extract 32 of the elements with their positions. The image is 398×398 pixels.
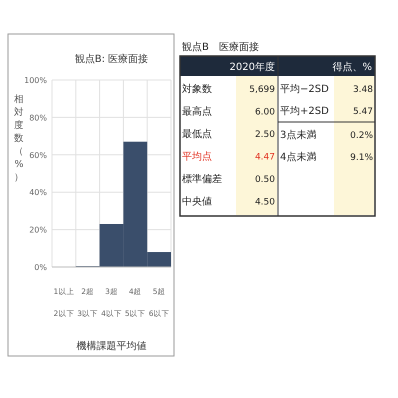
text: 4.47 — [254, 152, 275, 162]
text: 9.1% — [350, 153, 374, 163]
text: 標準偏差 — [182, 173, 222, 185]
text: 5.47 — [352, 107, 373, 117]
text: 中央値 — [182, 196, 212, 208]
y-tick-label: 40% — [29, 188, 48, 198]
text: 5,699 — [249, 85, 276, 95]
text: 最高点 — [182, 106, 212, 118]
text: 平均+2SD — [280, 105, 330, 117]
text: 6.00 — [254, 108, 276, 118]
text: 観点B 医療面接 — [182, 41, 259, 53]
text: 2.50 — [254, 130, 276, 140]
text: 平均−2SD — [280, 83, 330, 95]
y-tick-label: 80% — [29, 113, 48, 122]
y-tick-label: 0% — [34, 263, 48, 272]
text: 2020年度 — [230, 61, 275, 73]
y-tick-label: 100% — [24, 76, 48, 85]
y-tick-label: 60% — [29, 150, 48, 160]
text: 平均点 — [182, 150, 212, 162]
text: 3.48 — [352, 85, 374, 95]
text: 3点未満 — [280, 129, 316, 141]
text: 0.50 — [254, 175, 276, 185]
x-axis-title: 機構課題平均値 — [76, 340, 146, 352]
text: 4点未満 — [280, 151, 316, 163]
text: 4.50 — [254, 198, 276, 208]
text: 得点、% — [332, 61, 372, 73]
y-axis-title: 相対度数（%） — [14, 93, 24, 183]
text: 最低点 — [182, 128, 212, 140]
chart-title: 観点B: 医療面接 — [74, 53, 148, 65]
text: 対象数 — [182, 83, 212, 95]
y-tick-label: 20% — [29, 226, 48, 235]
text: 0.2% — [350, 131, 374, 141]
